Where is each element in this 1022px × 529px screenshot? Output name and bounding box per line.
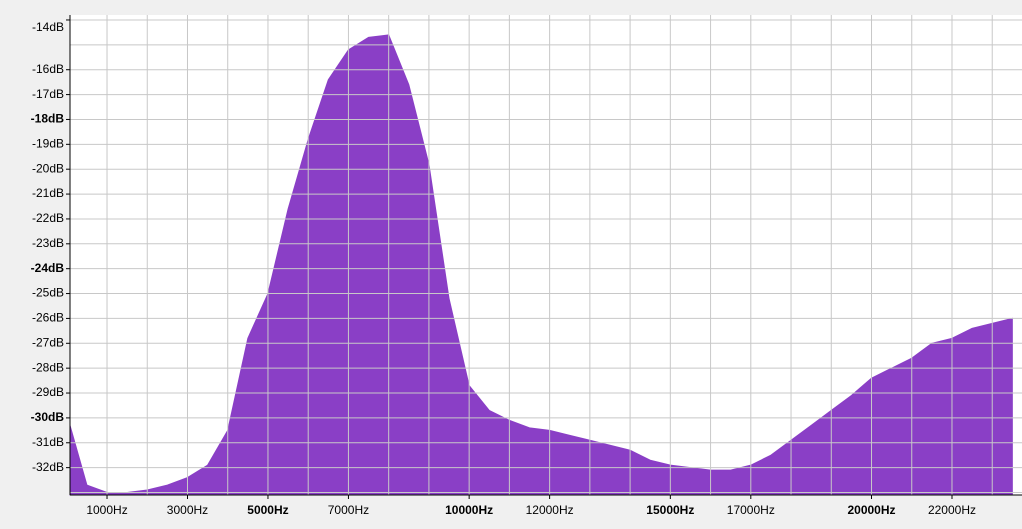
y-tick-label: -32dB [32, 460, 64, 474]
y-tick-label: -30dB [31, 410, 65, 424]
x-tick-label: 12000Hz [526, 503, 574, 517]
y-tick-label: -16dB [32, 62, 64, 76]
y-tick-label: -24dB [31, 261, 65, 275]
y-tick-label: -22dB [32, 211, 64, 225]
y-tick-label: -14dB [32, 20, 64, 34]
y-tick-label: -21dB [32, 186, 64, 200]
y-tick-label: -28dB [32, 360, 64, 374]
x-tick-label: 22000Hz [928, 503, 976, 517]
y-tick-label: -23dB [32, 236, 64, 250]
y-tick-label: -19dB [32, 136, 64, 150]
x-tick-label: 7000Hz [328, 503, 369, 517]
x-tick-label: 1000Hz [86, 503, 127, 517]
y-tick-label: -25dB [32, 286, 64, 300]
y-tick-label: -29dB [32, 385, 64, 399]
x-tick-label: 17000Hz [727, 503, 775, 517]
x-tick-label: 3000Hz [167, 503, 208, 517]
y-tick-label: -20dB [32, 161, 64, 175]
y-tick-label: -27dB [32, 335, 64, 349]
y-tick-label: -26dB [32, 311, 64, 325]
x-tick-label: 15000Hz [646, 503, 694, 517]
x-tick-label: 5000Hz [247, 503, 288, 517]
y-tick-label: -18dB [31, 112, 65, 126]
y-tick-label: -17dB [32, 87, 64, 101]
x-tick-label: 10000Hz [445, 503, 493, 517]
y-tick-label: -31dB [32, 435, 64, 449]
x-tick-label: 20000Hz [847, 503, 895, 517]
